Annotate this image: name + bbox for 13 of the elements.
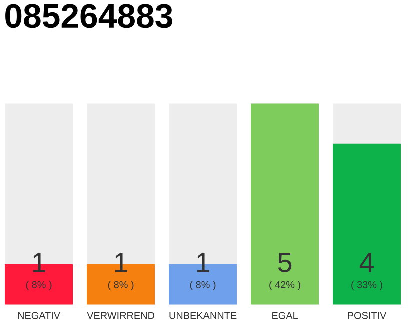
annotation: ( 8% ) (190, 281, 216, 290)
data-label: 4 (360, 253, 374, 272)
x-tick-label: NEGATIV (18, 312, 60, 320)
annotation: ( 42% ) (270, 281, 300, 290)
x-tick-label: VERWIRREND (87, 312, 155, 320)
x-tick-label: EGAL (272, 312, 298, 320)
chart-title: 085264883 (6, 4, 172, 28)
annotation: ( 8% ) (26, 281, 52, 290)
annotation: ( 8% ) (108, 281, 134, 290)
x-tick-label: UNBEKANNTE (170, 312, 237, 320)
data-label: 5 (278, 252, 292, 272)
x-tick-label: POSITIV (348, 312, 387, 320)
annotation: ( 33% ) (352, 281, 382, 290)
